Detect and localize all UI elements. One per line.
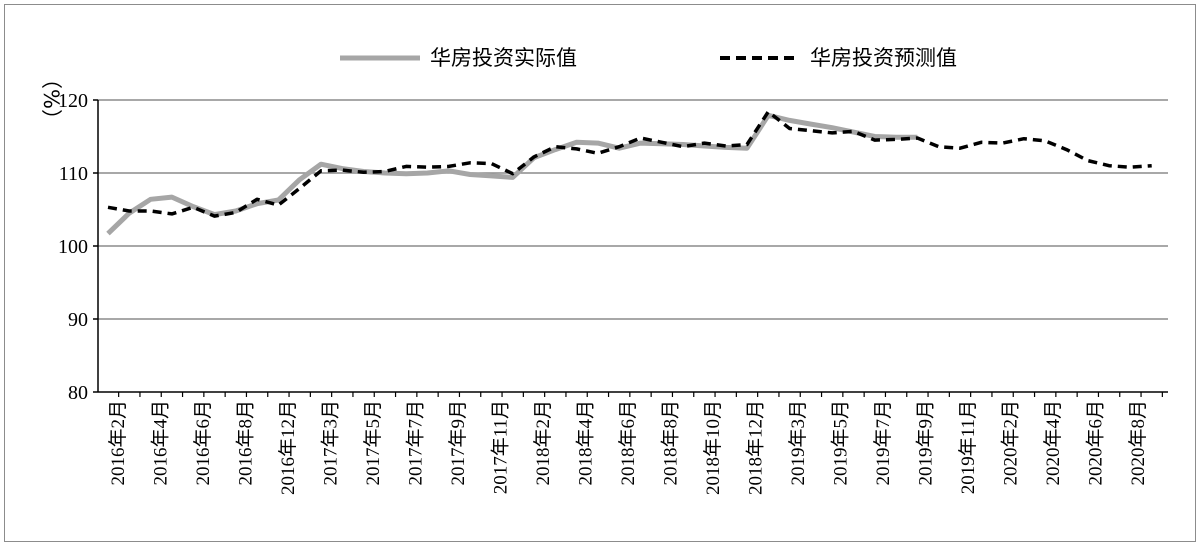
x-tick-label: 2020年4月 [1042, 400, 1064, 486]
series-lines [106, 109, 1152, 236]
x-tick-label: 2018年8月 [660, 400, 682, 486]
x-tick-label: 2019年11月 [957, 400, 979, 494]
legend-label-forecast: 华房投资预测值 [810, 46, 957, 70]
x-tick-label: 2017年3月 [320, 400, 342, 486]
y-tick-label: 100 [58, 236, 88, 258]
chart-frame [4, 4, 1196, 542]
gridlines [98, 99, 1168, 320]
y-tick-label: 110 [59, 163, 88, 185]
x-tick-label: 2019年7月 [872, 400, 894, 486]
x-tick-label: 2020年2月 [1000, 400, 1022, 486]
x-tick-labels: 2016年2月 2016年4月 2016年6月 2016年8月 2016年12月 2017… [107, 400, 1149, 495]
series-line-forecast [107, 109, 1152, 218]
x-tick-label: 2016年2月 [107, 400, 129, 486]
x-tick-label: 2017年7月 [405, 400, 427, 486]
y-tick-label: 80 [68, 382, 88, 404]
x-tick-label: 2016年6月 [192, 400, 214, 486]
x-tick-label: 2018年6月 [617, 400, 639, 486]
y-tick-label: 90 [68, 309, 88, 331]
x-tick-label: 2020年6月 [1085, 400, 1107, 486]
y-tick-label: 120 [58, 90, 88, 112]
y-tick-labels: 80 90 100 110 120 [58, 90, 98, 404]
x-tick-label: 2019年9月 [915, 400, 937, 486]
x-tick-label: 2018年2月 [532, 400, 554, 486]
x-tick-label: 2020年8月 [1127, 400, 1149, 486]
y-axis-unit-label: （%） [39, 68, 63, 130]
x-tick-label: 2017年11月 [490, 400, 512, 494]
legend: 华房投资实际值 华房投资预测值 [340, 46, 957, 70]
x-tick-label: 2018年10月 [702, 400, 724, 495]
x-tick-label: 2017年9月 [447, 400, 469, 486]
legend-label-actual: 华房投资实际值 [430, 46, 577, 70]
x-tick-label: 2016年8月 [235, 400, 257, 486]
x-tick-label: 2016年4月 [150, 400, 172, 486]
x-tick-label: 2018年12月 [745, 400, 767, 495]
x-tick-label: 2016年12月 [277, 400, 299, 495]
x-tick-label: 2019年3月 [787, 400, 809, 486]
x-tick-label: 2017年5月 [362, 400, 384, 486]
x-tick-label: 2019年5月 [830, 400, 852, 486]
x-tick-label: 2018年4月 [575, 400, 597, 486]
